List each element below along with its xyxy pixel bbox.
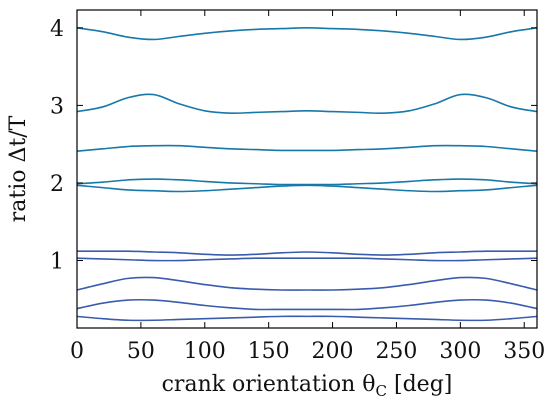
series-line-8	[76, 276, 538, 291]
series-line-2	[76, 93, 538, 115]
x-tick-label-300: 300	[439, 339, 481, 364]
series-line-3	[76, 144, 538, 152]
y-tick-label-1: 1	[50, 250, 64, 275]
x-tick-label-250: 250	[375, 339, 417, 364]
y-tick-label-3: 3	[50, 94, 64, 119]
y-tick-label-4: 4	[50, 17, 64, 42]
y-axis-label: ratio Δt/T	[6, 115, 31, 222]
x-tick-label-350: 350	[503, 339, 545, 364]
series-line-5	[76, 184, 538, 193]
series-line-1	[76, 27, 538, 41]
series-lines	[76, 27, 538, 322]
x-tick-label-200: 200	[312, 339, 354, 364]
x-tick-label-0: 0	[70, 339, 84, 364]
y-tick-label-2: 2	[50, 172, 64, 197]
x-tick-label-150: 150	[248, 339, 290, 364]
x-axis-label: crank orientation θC [deg]	[162, 372, 453, 400]
x-tick-label-50: 50	[127, 339, 155, 364]
x-tick-label-100: 100	[184, 339, 226, 364]
series-line-7	[76, 257, 538, 262]
plot-frame	[76, 9, 538, 329]
series-line-4	[76, 178, 538, 186]
series-line-10	[76, 315, 538, 322]
tick-labels: 0 50 100 150 200 250 300 350 1 2 3 4	[50, 17, 545, 364]
series-line-9	[76, 298, 538, 311]
series-line-6	[77, 250, 537, 256]
axis-ticks	[76, 10, 537, 328]
